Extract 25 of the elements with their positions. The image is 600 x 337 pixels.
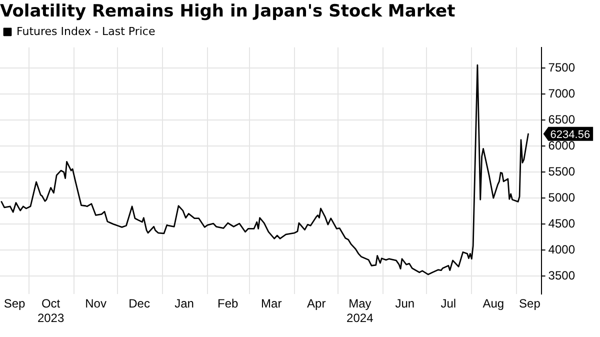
x-tick-label: Dec bbox=[128, 296, 150, 311]
y-tick-label: 5500 bbox=[548, 164, 576, 178]
y-tick-label: 4000 bbox=[548, 242, 576, 256]
x-tick-label: Jun bbox=[395, 296, 415, 311]
x-tick-label: Mar bbox=[261, 296, 282, 311]
annotation: 6234.56 bbox=[550, 128, 590, 141]
y-tick-label: 7500 bbox=[548, 60, 576, 74]
y-tick-label: 7000 bbox=[548, 86, 576, 100]
x-tick-label: Oct 2023 bbox=[37, 296, 64, 326]
y-tick-label: 6500 bbox=[548, 112, 576, 126]
x-tick-label: May 2024 bbox=[346, 296, 374, 326]
legend-label: Futures Index - Last Price bbox=[16, 24, 156, 38]
x-tick-label: Aug bbox=[482, 296, 504, 311]
chart-title: Volatility Remains High in Japan's Stock Market bbox=[0, 2, 456, 22]
x-tick-label: Jan bbox=[174, 296, 194, 311]
x-tick-label: Nov bbox=[85, 296, 106, 311]
y-tick-label: 6000 bbox=[548, 138, 576, 152]
x-tick-label: Apr bbox=[307, 296, 326, 311]
y-tick-label: 3500 bbox=[548, 268, 576, 282]
x-tick-label: Jul bbox=[440, 296, 456, 311]
x-tick-label: Sep bbox=[519, 296, 541, 311]
x-tick-label: Feb bbox=[218, 296, 238, 311]
y-tick-label: 4500 bbox=[548, 216, 576, 230]
x-tick-label: Sep bbox=[4, 296, 26, 311]
y-tick-label: 5000 bbox=[548, 190, 576, 204]
